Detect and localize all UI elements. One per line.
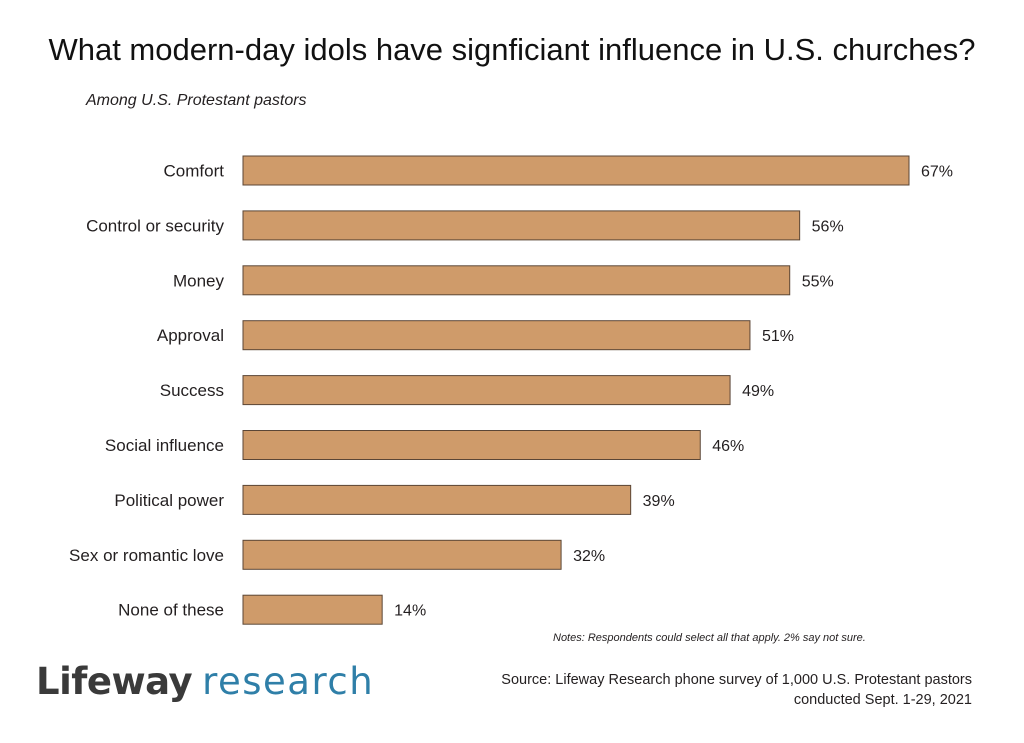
category-label: None of these <box>118 601 224 620</box>
bar-row-social-influence: Social influence 46% <box>105 430 744 460</box>
bar-row-control-or-security: Control or security 56% <box>86 210 844 241</box>
chart-subtitle: Among U.S. Protestant pastors <box>86 92 307 109</box>
bar-approval <box>242 320 751 351</box>
bar-row-political-power: Political power 39% <box>114 484 675 515</box>
lifeway-research-logo: Lifeway research <box>36 660 374 704</box>
bar-comfort <box>242 155 910 186</box>
bar-row-none-of-these: None of these 14% <box>118 594 426 625</box>
category-label: Sex or romantic love <box>69 546 224 565</box>
value-label: 32% <box>573 548 605 565</box>
logo-word-research: research <box>202 660 375 703</box>
bar-none-of-these <box>242 594 383 625</box>
value-label: 51% <box>762 328 794 345</box>
category-label: Money <box>173 271 225 290</box>
value-label: 46% <box>712 438 744 455</box>
bar-row-success: Success 49% <box>160 375 774 406</box>
category-label: Political power <box>114 491 224 510</box>
bar-control-or-security <box>242 210 801 241</box>
source-line-2: conducted Sept. 1-29, 2021 <box>793 692 972 708</box>
category-label: Comfort <box>164 162 225 181</box>
value-label: 14% <box>394 603 426 620</box>
category-label: Approval <box>157 326 224 345</box>
bar-social-influence <box>242 430 701 460</box>
value-label: 67% <box>921 164 953 181</box>
source-text: Source: Lifeway Research phone survey of… <box>501 670 972 710</box>
value-label: 56% <box>812 218 844 235</box>
notes-text: Notes: Respondents could select all that… <box>553 632 866 644</box>
bar-sex-or-romantic-love <box>242 539 562 570</box>
value-label: 39% <box>643 493 675 510</box>
category-label: Success <box>160 381 224 400</box>
bar-success <box>242 375 731 406</box>
category-label: Social influence <box>105 436 224 455</box>
logo-word-lifeway: Lifeway <box>36 660 193 703</box>
chart-title: What modern-day idols have signficiant i… <box>48 32 976 67</box>
value-label: 49% <box>742 383 774 400</box>
bar-row-sex-or-romantic-love: Sex or romantic love 32% <box>69 539 605 570</box>
bar-row-approval: Approval 51% <box>157 320 794 351</box>
category-label: Control or security <box>86 216 224 235</box>
bar-row-comfort: Comfort 67% <box>164 155 953 186</box>
bar-money <box>242 265 791 296</box>
source-line-1: Source: Lifeway Research phone survey of… <box>501 672 972 688</box>
bar-row-money: Money 55% <box>173 265 834 296</box>
value-label: 55% <box>802 273 834 290</box>
bar-political-power <box>242 484 632 515</box>
